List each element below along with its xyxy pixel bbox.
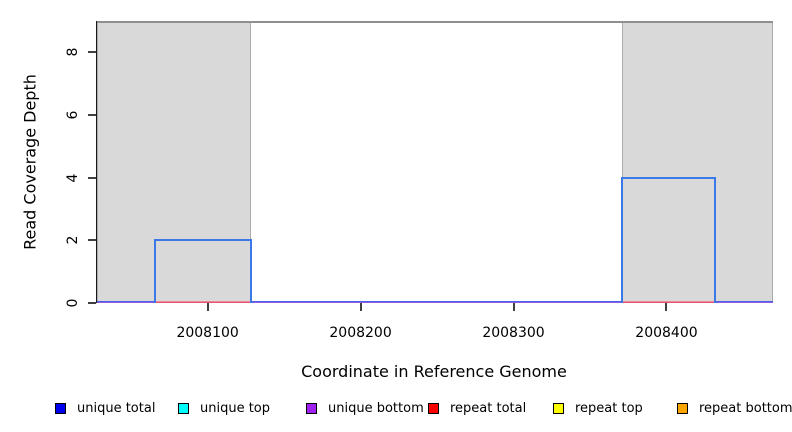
y-tick-label: 6 (65, 110, 81, 120)
x-tick (665, 303, 668, 311)
y-tick (88, 176, 96, 179)
legend-swatch-unique-total-icon (55, 403, 66, 414)
legend-label: unique total (77, 401, 156, 416)
coverage-step-unique-total (620, 176, 716, 303)
baseline-unique-bottom (97, 302, 773, 303)
y-tick (88, 51, 96, 54)
y-tick-label: 8 (65, 47, 81, 57)
max-depth-rule (97, 21, 773, 23)
legend-label: repeat top (575, 401, 643, 416)
repeat-region-shade (97, 21, 252, 303)
legend-label: repeat bottom (699, 401, 792, 416)
y-tick (88, 114, 96, 116)
x-tick (512, 303, 515, 311)
repeat-region-shade (621, 21, 773, 303)
x-tick-label: 2008100 (176, 325, 239, 341)
repeat-total-zero-segment (621, 301, 715, 303)
repeat-total-zero-segment (155, 301, 252, 303)
x-tick-label: 2008200 (329, 325, 392, 341)
y-tick-label: 4 (65, 173, 81, 183)
coverage-step-unique-total (154, 239, 253, 303)
legend-swatch-unique-top-icon (178, 403, 189, 414)
y-tick-label: 2 (65, 235, 81, 245)
legend-label: repeat total (450, 401, 527, 416)
x-tick (206, 303, 209, 311)
x-tick-label: 2008400 (635, 325, 698, 341)
plot-area (96, 21, 773, 303)
legend-swatch-repeat-total-icon (428, 403, 439, 414)
x-tick (359, 303, 362, 311)
y-axis-title: Read Coverage Depth (20, 74, 40, 250)
x-axis-title: Coordinate in Reference Genome (301, 362, 567, 381)
y-tick (88, 302, 96, 304)
y-tick-label: 0 (65, 298, 81, 308)
legend-label: unique top (200, 401, 271, 416)
baseline-unique-total (97, 301, 773, 302)
x-tick-label: 2008300 (482, 325, 545, 341)
y-tick (88, 239, 96, 242)
legend-swatch-unique-bottom-icon (306, 403, 317, 414)
legend-label: unique bottom (328, 401, 424, 416)
legend-swatch-repeat-bottom-icon (677, 403, 688, 414)
legend-swatch-repeat-top-icon (553, 403, 564, 414)
